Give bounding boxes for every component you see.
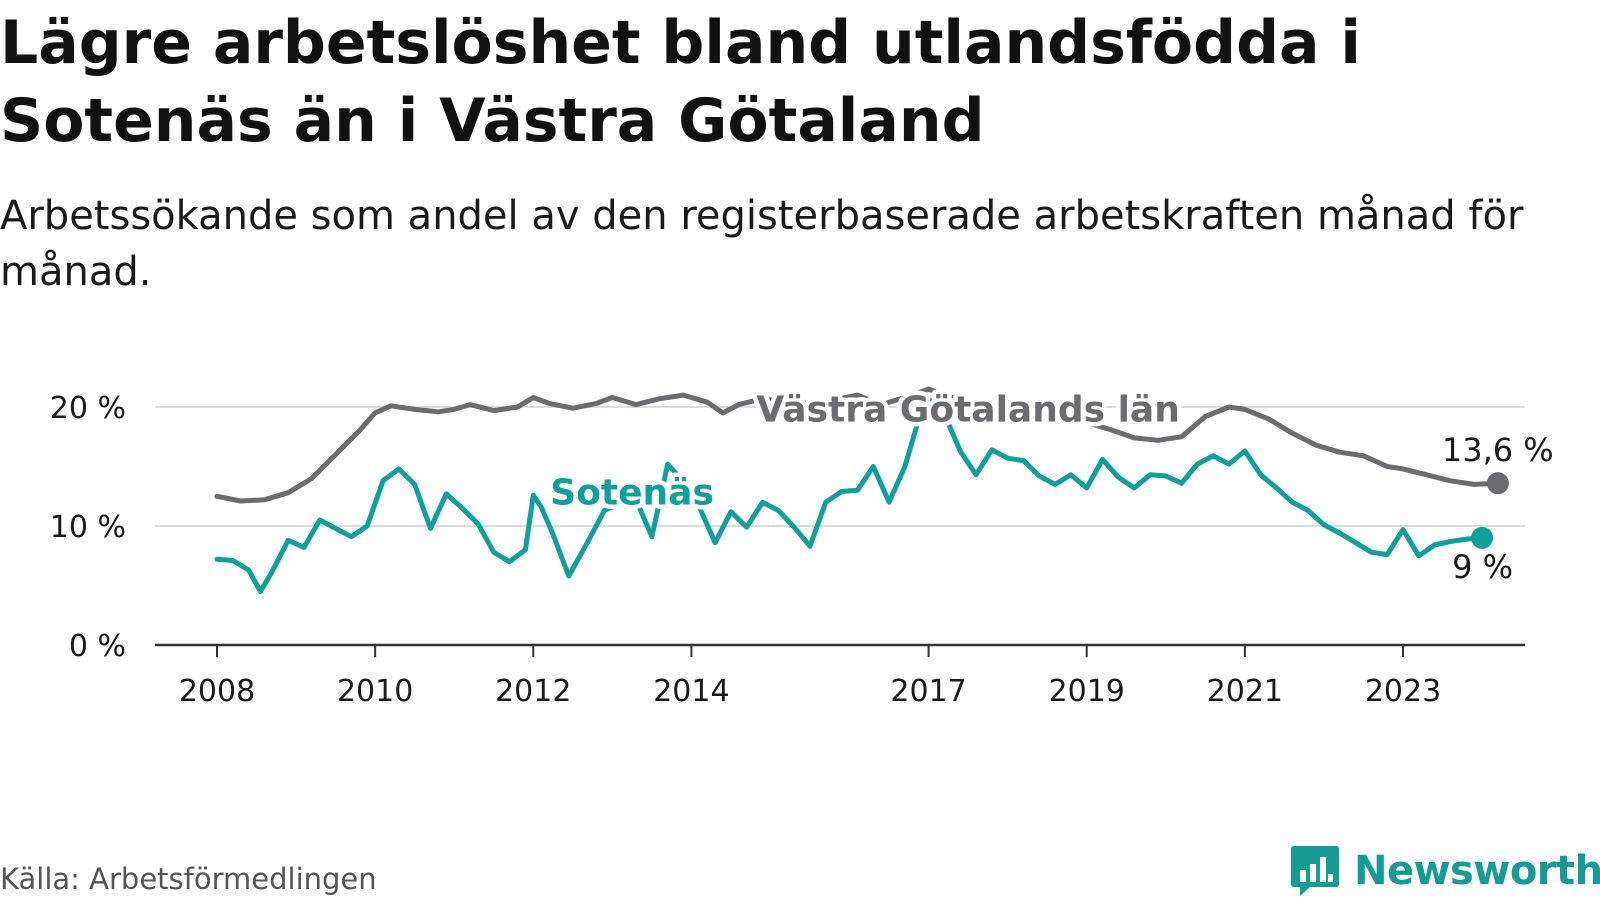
page-title: Lägre arbetslöshet bland utlandsfödda i … — [0, 8, 1361, 156]
series-end-point-1 — [1471, 526, 1494, 549]
x-tick-label: 2019 — [1049, 674, 1125, 709]
chart-labels: 13,6 % 9 % Västra Götalands län Sotenäs — [546, 385, 1554, 586]
series-annotation-1: Sotenäs — [550, 473, 714, 514]
x-tick-label: 2021 — [1207, 674, 1283, 709]
brand-name: Newsworthy — [1354, 848, 1600, 894]
y-tick-label: 10 % — [50, 510, 126, 545]
y-tick-label: 20 % — [50, 391, 126, 426]
series-line-0 — [214, 386, 1501, 504]
chart-subtitle: Arbetssökande som andel av den registerb… — [0, 193, 1524, 295]
series-lines — [214, 386, 1509, 594]
x-tick-label: 2012 — [495, 674, 571, 709]
y-tick-label: 0 % — [69, 629, 126, 664]
series-annotation-0: Västra Götalands län — [756, 389, 1179, 430]
x-tick-label: 2008 — [179, 674, 255, 709]
x-tick-label: 2017 — [890, 674, 966, 709]
series-end-label-0: 13,6 % — [1442, 431, 1554, 469]
series-line-1 — [214, 397, 1485, 594]
series-end-point-0 — [1486, 472, 1509, 495]
x-tick-label: 2010 — [337, 674, 413, 709]
x-tick-label: 2014 — [653, 674, 729, 709]
axes: 0 % 10 % 20 % 2008 2010 2012 2014 2017 2019 2021 2… — [50, 391, 1525, 709]
newsworthy-logo-icon — [1291, 846, 1339, 896]
brand-logo[interactable]: Newsworthy — [1290, 844, 1600, 898]
series-end-label-1: 9 % — [1452, 548, 1513, 586]
source-note: Källa: Arbetsförmedlingen — [0, 862, 377, 896]
x-tick-label: 2023 — [1365, 674, 1441, 709]
